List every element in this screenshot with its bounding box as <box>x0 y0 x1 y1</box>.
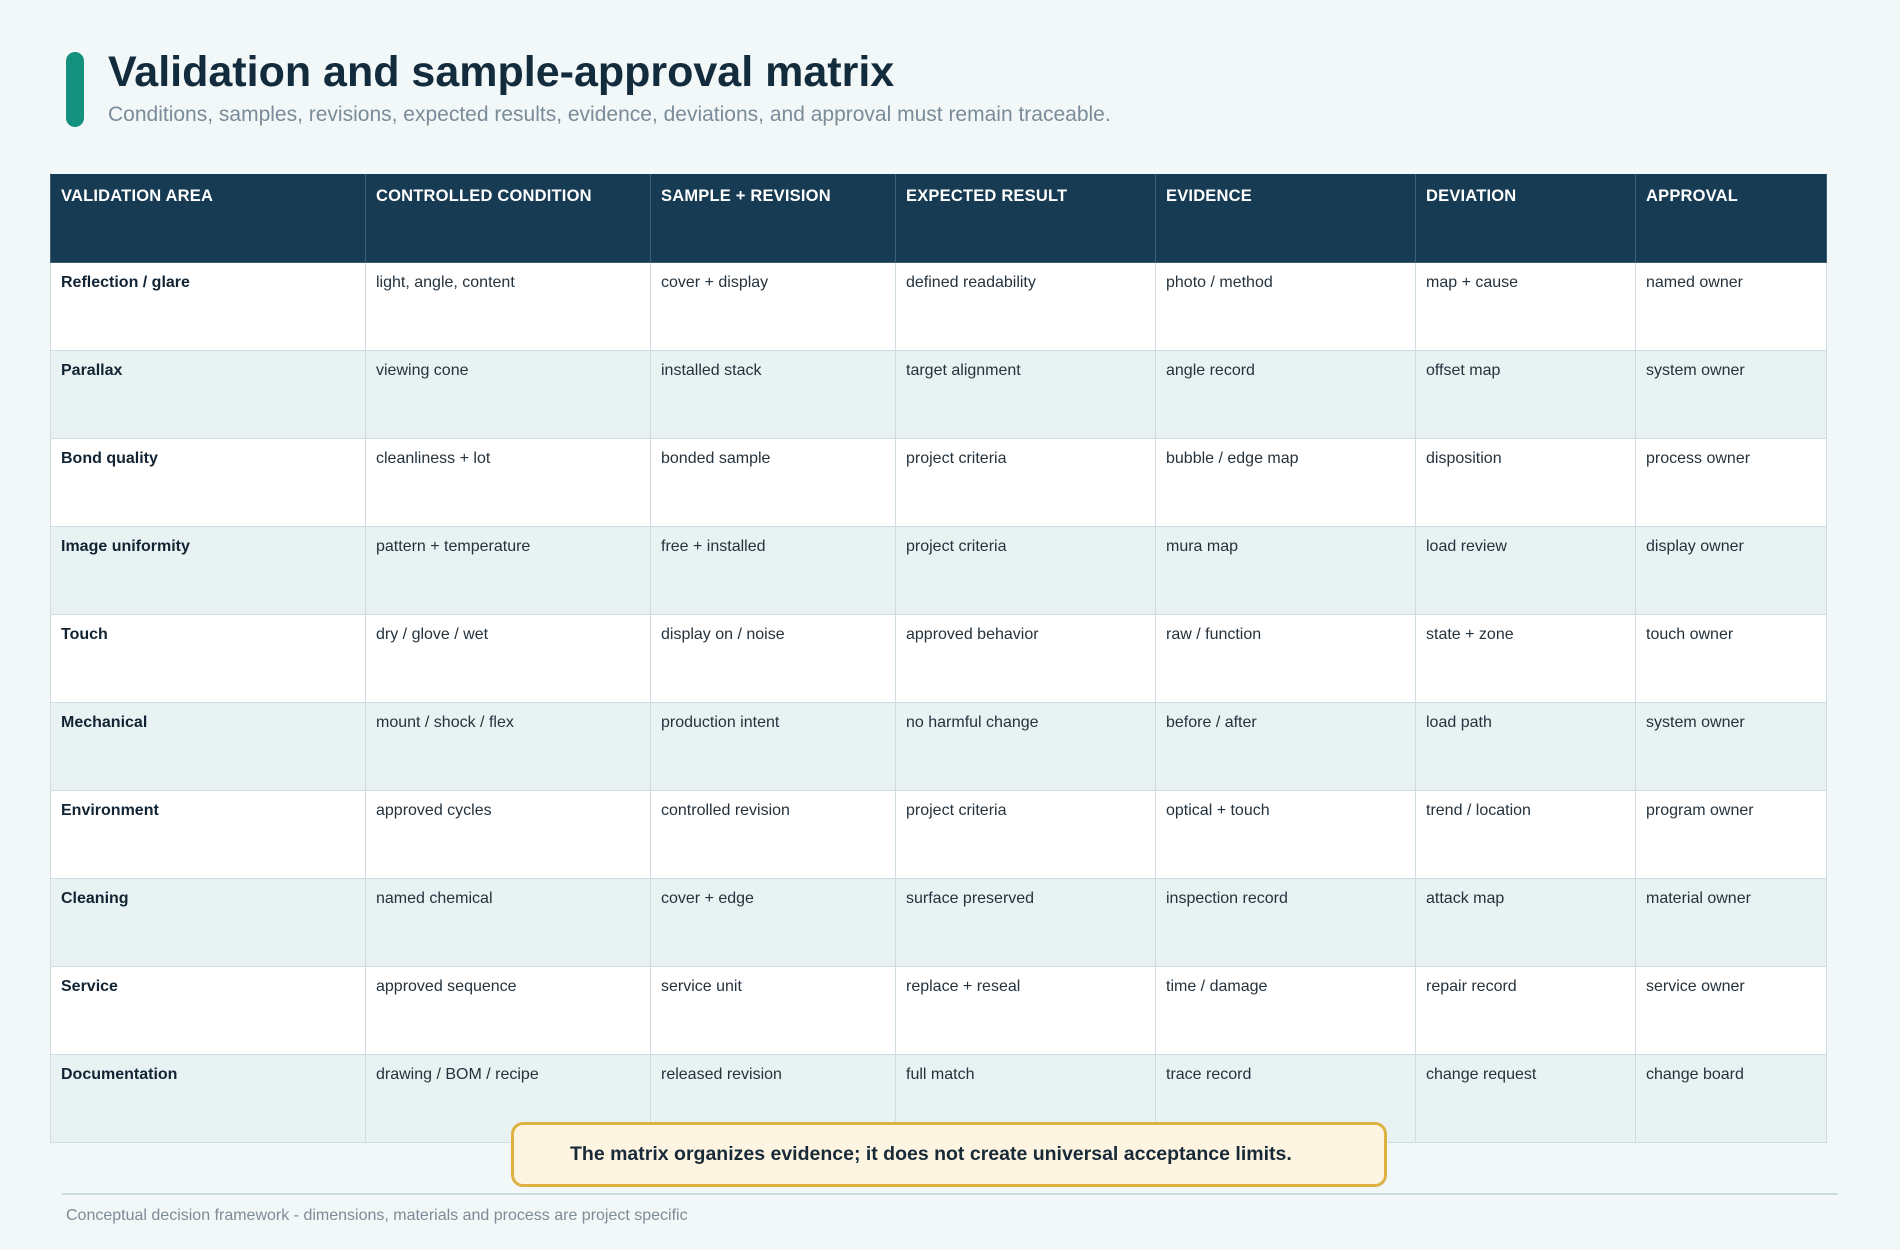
table-header: VALIDATION AREA CONTROLLED CONDITION SAM… <box>50 174 1827 263</box>
validation-area-cell: Image uniformity <box>50 526 366 615</box>
table-row: Cleaning named chemical cover + edge surfac… <box>50 878 1827 967</box>
deviation-cell: load path <box>1415 702 1636 791</box>
table-row: Image uniformity pattern + temperature fre… <box>50 526 1827 615</box>
footer-divider <box>62 1193 1838 1195</box>
evidence-cell: inspection record <box>1155 878 1416 967</box>
approval-cell: display owner <box>1635 526 1827 615</box>
sample-revision-cell: production intent <box>650 702 896 791</box>
sample-revision-cell: cover + edge <box>650 878 896 967</box>
sample-revision-cell: installed stack <box>650 350 896 439</box>
approval-cell: system owner <box>1635 350 1827 439</box>
deviation-cell: repair record <box>1415 966 1636 1055</box>
column-header-evidence: EVIDENCE <box>1155 174 1416 263</box>
validation-area-cell: Reflection / glare <box>50 262 366 351</box>
validation-area-cell: Cleaning <box>50 878 366 967</box>
sample-revision-cell: controlled revision <box>650 790 896 879</box>
sample-revision-cell: service unit <box>650 966 896 1055</box>
evidence-cell: before / after <box>1155 702 1416 791</box>
evidence-cell: angle record <box>1155 350 1416 439</box>
expected-result-cell: project criteria <box>895 790 1156 879</box>
callout-note: The matrix organizes evidence; it does n… <box>511 1122 1387 1187</box>
controlled-condition-cell: dry / glove / wet <box>365 614 651 703</box>
table-row: Service approved sequence service unit repl… <box>50 966 1827 1055</box>
controlled-condition-cell: mount / shock / flex <box>365 702 651 791</box>
expected-result-cell: replace + reseal <box>895 966 1156 1055</box>
evidence-cell: raw / function <box>1155 614 1416 703</box>
validation-area-cell: Documentation <box>50 1054 366 1143</box>
deviation-cell: state + zone <box>1415 614 1636 703</box>
controlled-condition-cell: approved sequence <box>365 966 651 1055</box>
sample-revision-cell: cover + display <box>650 262 896 351</box>
header-row: VALIDATION AREA CONTROLLED CONDITION SAM… <box>50 174 1827 263</box>
sample-revision-cell: free + installed <box>650 526 896 615</box>
validation-matrix-table: VALIDATION AREA CONTROLLED CONDITION SAM… <box>50 174 1827 1143</box>
approval-cell: program owner <box>1635 790 1827 879</box>
validation-area-cell: Mechanical <box>50 702 366 791</box>
sample-revision-cell: display on / noise <box>650 614 896 703</box>
approval-cell: change board <box>1635 1054 1827 1143</box>
validation-area-cell: Parallax <box>50 350 366 439</box>
controlled-condition-cell: approved cycles <box>365 790 651 879</box>
controlled-condition-cell: light, angle, content <box>365 262 651 351</box>
controlled-condition-cell: viewing cone <box>365 350 651 439</box>
evidence-cell: mura map <box>1155 526 1416 615</box>
approval-cell: process owner <box>1635 438 1827 527</box>
table-row: Mechanical mount / shock / flex production… <box>50 702 1827 791</box>
column-header-expected-result: EXPECTED RESULT <box>895 174 1156 263</box>
column-header-deviation: DEVIATION <box>1415 174 1636 263</box>
table-body: Reflection / glare light, angle, content c… <box>50 262 1827 1143</box>
deviation-cell: offset map <box>1415 350 1636 439</box>
callout-text: The matrix organizes evidence; it does n… <box>570 1143 1292 1165</box>
approval-cell: touch owner <box>1635 614 1827 703</box>
table-row: Parallax viewing cone installed stack targe… <box>50 350 1827 439</box>
evidence-cell: bubble / edge map <box>1155 438 1416 527</box>
approval-cell: material owner <box>1635 878 1827 967</box>
evidence-cell: optical + touch <box>1155 790 1416 879</box>
page-subtitle: Conditions, samples, revisions, expected… <box>108 103 1111 126</box>
deviation-cell: trend / location <box>1415 790 1636 879</box>
footer-note: Conceptual decision framework - dimensio… <box>66 1207 688 1224</box>
expected-result-cell: surface preserved <box>895 878 1156 967</box>
controlled-condition-cell: named chemical <box>365 878 651 967</box>
title-accent-bar <box>66 52 84 127</box>
expected-result-cell: project criteria <box>895 438 1156 527</box>
deviation-cell: map + cause <box>1415 262 1636 351</box>
expected-result-cell: approved behavior <box>895 614 1156 703</box>
approval-cell: service owner <box>1635 966 1827 1055</box>
validation-area-cell: Environment <box>50 790 366 879</box>
column-header-sample-revision: SAMPLE + REVISION <box>650 174 896 263</box>
expected-result-cell: project criteria <box>895 526 1156 615</box>
approval-cell: system owner <box>1635 702 1827 791</box>
table-row: Bond quality cleanliness + lot bonded samp… <box>50 438 1827 527</box>
controlled-condition-cell: pattern + temperature <box>365 526 651 615</box>
sample-revision-cell: bonded sample <box>650 438 896 527</box>
deviation-cell: attack map <box>1415 878 1636 967</box>
validation-area-cell: Touch <box>50 614 366 703</box>
validation-area-cell: Service <box>50 966 366 1055</box>
table-row: Reflection / glare light, angle, content c… <box>50 262 1827 351</box>
validation-area-cell: Bond quality <box>50 438 366 527</box>
expected-result-cell: target alignment <box>895 350 1156 439</box>
deviation-cell: change request <box>1415 1054 1636 1143</box>
approval-cell: named owner <box>1635 262 1827 351</box>
evidence-cell: time / damage <box>1155 966 1416 1055</box>
evidence-cell: photo / method <box>1155 262 1416 351</box>
column-header-validation-area: VALIDATION AREA <box>50 174 366 263</box>
table-row: Touch dry / glove / wet display on / noise… <box>50 614 1827 703</box>
column-header-approval: APPROVAL <box>1635 174 1827 263</box>
deviation-cell: disposition <box>1415 438 1636 527</box>
column-header-controlled-condition: CONTROLLED CONDITION <box>365 174 651 263</box>
expected-result-cell: defined readability <box>895 262 1156 351</box>
deviation-cell: load review <box>1415 526 1636 615</box>
page-title: Validation and sample-approval matrix <box>108 48 895 96</box>
table-row: Environment approved cycles controlled rev… <box>50 790 1827 879</box>
controlled-condition-cell: cleanliness + lot <box>365 438 651 527</box>
expected-result-cell: no harmful change <box>895 702 1156 791</box>
